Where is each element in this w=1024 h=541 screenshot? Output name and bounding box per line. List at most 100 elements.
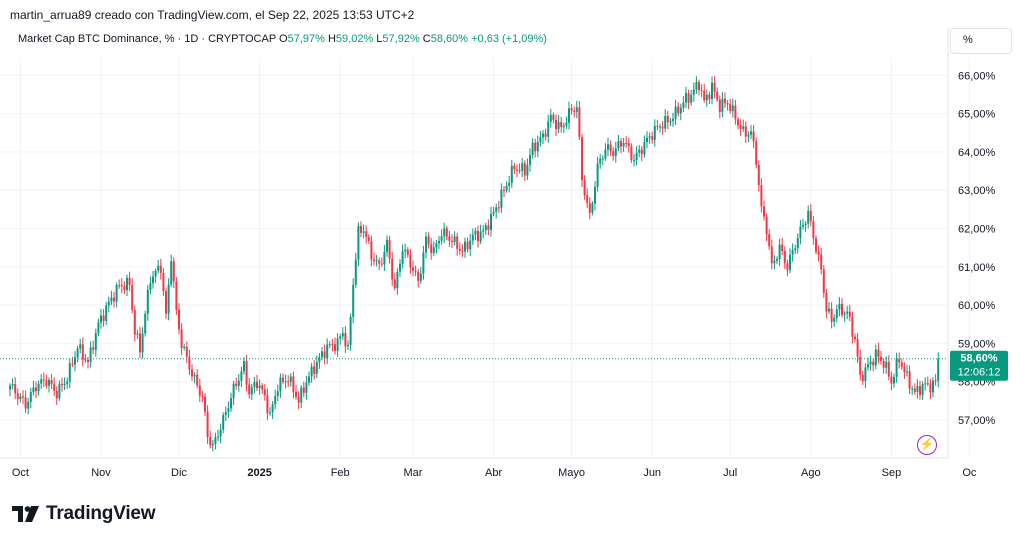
- candle-body[interactable]: [490, 213, 492, 230]
- candle-body[interactable]: [253, 381, 256, 388]
- candle-body[interactable]: [851, 316, 854, 337]
- candle-body[interactable]: [505, 185, 508, 191]
- candle-body[interactable]: [9, 385, 11, 390]
- candle-body[interactable]: [214, 437, 217, 444]
- candle-body[interactable]: [492, 211, 495, 214]
- candle-body[interactable]: [235, 383, 238, 386]
- candle-body[interactable]: [305, 382, 308, 393]
- candle-body[interactable]: [614, 148, 617, 156]
- candle-body[interactable]: [578, 107, 581, 137]
- candle-body[interactable]: [443, 228, 446, 237]
- candle-body[interactable]: [497, 207, 500, 209]
- candle-body[interactable]: [929, 383, 932, 393]
- candle-body[interactable]: [560, 121, 563, 127]
- candle-body[interactable]: [713, 82, 716, 92]
- candle-body[interactable]: [113, 297, 115, 302]
- candle-body[interactable]: [321, 351, 323, 357]
- candle-body[interactable]: [672, 118, 674, 121]
- candle-body[interactable]: [50, 379, 53, 385]
- candle-body[interactable]: [354, 259, 357, 285]
- candle-body[interactable]: [924, 383, 927, 385]
- candle-body[interactable]: [40, 379, 43, 384]
- candle-body[interactable]: [656, 126, 659, 128]
- candle-body[interactable]: [453, 236, 456, 243]
- candle-body[interactable]: [692, 89, 695, 95]
- candle-body[interactable]: [334, 344, 336, 351]
- candle-body[interactable]: [799, 226, 802, 238]
- candle-body[interactable]: [471, 234, 474, 241]
- candle-body[interactable]: [843, 313, 846, 315]
- candle-body[interactable]: [406, 249, 409, 255]
- candle-body[interactable]: [162, 272, 165, 292]
- candle-body[interactable]: [640, 149, 643, 155]
- candle-body[interactable]: [383, 251, 386, 265]
- candle-body[interactable]: [474, 230, 477, 235]
- candle-body[interactable]: [747, 134, 750, 137]
- candle-body[interactable]: [154, 270, 157, 277]
- candle-body[interactable]: [388, 239, 391, 259]
- candle-body[interactable]: [378, 260, 381, 264]
- candle-body[interactable]: [926, 383, 929, 385]
- candle-body[interactable]: [555, 119, 557, 130]
- candle-body[interactable]: [531, 142, 534, 156]
- candle-body[interactable]: [458, 248, 461, 251]
- candle-body[interactable]: [718, 99, 721, 112]
- candle-body[interactable]: [227, 408, 230, 412]
- candle-body[interactable]: [591, 203, 594, 213]
- candle-body[interactable]: [370, 241, 373, 260]
- candle-body[interactable]: [222, 415, 225, 430]
- candle-body[interactable]: [721, 98, 724, 112]
- candle-body[interactable]: [669, 120, 672, 123]
- candle-body[interactable]: [612, 151, 615, 156]
- candle-body[interactable]: [120, 285, 123, 287]
- candle-body[interactable]: [594, 186, 596, 204]
- candle-body[interactable]: [734, 105, 737, 120]
- candle-body[interactable]: [412, 267, 414, 271]
- candle-body[interactable]: [63, 383, 66, 386]
- candle-body[interactable]: [297, 397, 300, 403]
- candle-body[interactable]: [869, 361, 872, 365]
- candle-body[interactable]: [588, 202, 591, 213]
- candle-body[interactable]: [864, 367, 867, 381]
- candle-body[interactable]: [679, 107, 682, 114]
- candle-body[interactable]: [347, 344, 349, 347]
- candle-body[interactable]: [240, 371, 243, 381]
- candle-body[interactable]: [71, 363, 74, 365]
- candle-body[interactable]: [172, 261, 175, 282]
- candle-body[interactable]: [313, 366, 316, 374]
- candle-body[interactable]: [419, 273, 422, 281]
- candle-body[interactable]: [451, 240, 453, 243]
- candle-body[interactable]: [781, 244, 784, 252]
- candle-body[interactable]: [53, 384, 56, 391]
- candle-body[interactable]: [791, 249, 794, 255]
- candle-body[interactable]: [445, 228, 448, 237]
- candle-body[interactable]: [586, 195, 589, 203]
- candle-body[interactable]: [916, 386, 919, 392]
- candle-body[interactable]: [812, 221, 815, 239]
- candle-body[interactable]: [789, 254, 791, 270]
- candle-body[interactable]: [700, 90, 703, 92]
- candle-body[interactable]: [282, 377, 284, 382]
- candle-body[interactable]: [245, 361, 248, 385]
- candle-body[interactable]: [937, 358, 940, 381]
- candle-body[interactable]: [783, 251, 786, 264]
- candle-body[interactable]: [100, 315, 102, 323]
- candle-body[interactable]: [274, 395, 277, 405]
- candle-body[interactable]: [513, 165, 516, 170]
- candle-body[interactable]: [159, 265, 162, 273]
- candle-body[interactable]: [365, 231, 368, 238]
- candle-body[interactable]: [841, 303, 843, 315]
- candle-body[interactable]: [516, 169, 518, 171]
- candle-body[interactable]: [48, 379, 50, 386]
- candle-body[interactable]: [536, 142, 539, 152]
- candle-body[interactable]: [617, 141, 620, 149]
- candle-body[interactable]: [438, 240, 440, 244]
- candle-body[interactable]: [487, 225, 490, 230]
- candle-body[interactable]: [885, 362, 888, 368]
- candle-body[interactable]: [838, 303, 841, 310]
- candle-body[interactable]: [651, 136, 654, 140]
- candle-body[interactable]: [822, 269, 825, 293]
- candle-body[interactable]: [705, 94, 708, 101]
- candle-body[interactable]: [310, 366, 313, 377]
- candle-body[interactable]: [830, 308, 833, 322]
